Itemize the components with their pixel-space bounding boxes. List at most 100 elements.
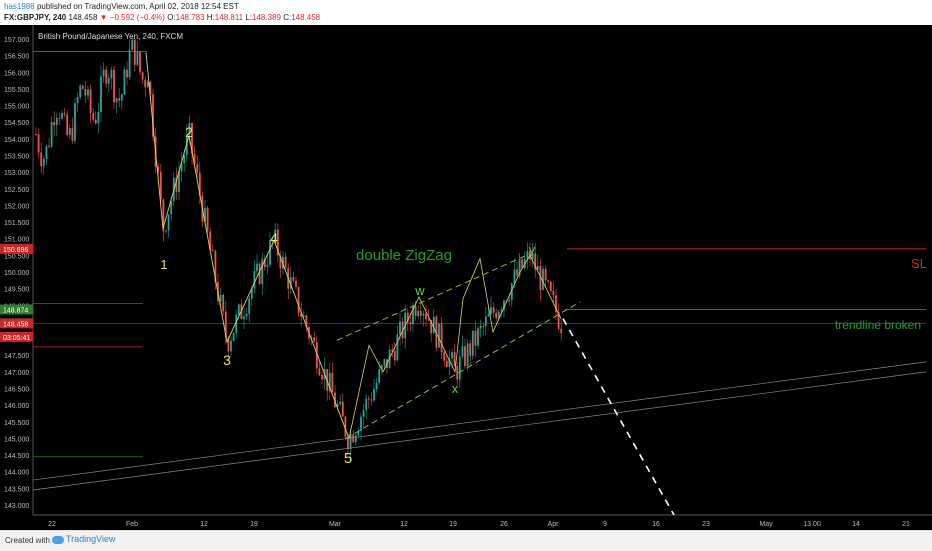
annotation-label: 3 [223, 352, 231, 368]
tradingview-brand[interactable]: TradingView [52, 534, 116, 544]
candle-body [144, 79, 147, 88]
symbol: FX:GBPJPY, 240 [4, 13, 67, 22]
candle-body [245, 313, 248, 317]
candle-body [141, 72, 144, 80]
candle-body [552, 291, 555, 296]
candle-body [513, 269, 516, 284]
candle-body [479, 325, 482, 329]
candle-body [490, 307, 492, 315]
x-tick-label: 19 [250, 521, 258, 528]
price-tag [0, 331, 33, 342]
candle-body [157, 166, 160, 172]
annotation-label: 4 [270, 230, 278, 246]
candle-body [198, 172, 201, 196]
candle-body [178, 171, 180, 193]
x-tick-label: 19 [449, 521, 457, 528]
candle-body [464, 346, 466, 367]
candle-body [443, 352, 446, 361]
candle-body [362, 410, 365, 417]
y-tick-label: 156.000 [4, 70, 29, 77]
candle-body [451, 352, 453, 359]
candle-body [165, 230, 167, 232]
candle-body [167, 214, 170, 231]
o-label: O: [167, 13, 176, 22]
candle-body [37, 134, 40, 153]
candle-body [263, 259, 266, 267]
candle-body [97, 111, 100, 124]
annotation-label: y [529, 242, 536, 257]
price-tag [0, 318, 33, 329]
candle-body [84, 89, 87, 96]
candle-body [206, 207, 209, 232]
candle-body [276, 229, 279, 256]
candle-body [542, 268, 544, 290]
annotation-label: 2 [185, 124, 193, 140]
candle-body [191, 123, 193, 154]
candle-body [131, 39, 134, 50]
candle-body [354, 435, 357, 443]
candle-body [547, 280, 550, 282]
candle-body [375, 382, 378, 390]
header: has1988 published on TradingView.com, Ap… [0, 0, 932, 25]
candle-body [334, 392, 336, 408]
candle-body [521, 259, 524, 268]
candle-body [453, 352, 456, 367]
h-label: H: [206, 13, 215, 22]
candle-body [50, 122, 53, 147]
candle-body [232, 332, 235, 341]
candle-body [222, 294, 225, 312]
y-tick-label: 151.000 [4, 237, 29, 244]
candle-body [284, 256, 287, 268]
username-link[interactable]: has1988 [4, 2, 35, 11]
x-tick-label: 13.00 [803, 521, 821, 528]
y-tick-label: 157.000 [4, 37, 29, 44]
candle-body [409, 322, 412, 325]
y-tick-label: 154.000 [4, 137, 29, 144]
candle-body [378, 369, 381, 383]
candle-body [89, 89, 92, 114]
candle-body [458, 356, 461, 380]
chart-svg[interactable]: 157.000 156.500 156.000 155.500 155.000 154.5… [0, 25, 932, 530]
candle-body [417, 310, 420, 317]
y-tick-label: 147.000 [4, 370, 29, 377]
candle-body [42, 158, 45, 167]
candle-body [466, 343, 469, 367]
channel-lower [345, 301, 581, 439]
candle-body [133, 39, 136, 65]
candle-body [94, 119, 97, 124]
candle-body [534, 253, 537, 270]
candle-body [149, 81, 152, 95]
y-tick-label: 147.500 [4, 353, 29, 360]
candle-body [549, 281, 552, 292]
candle-body [253, 271, 256, 289]
candle-body [360, 416, 362, 432]
chart-area[interactable]: 157.000 156.500 156.000 155.500 155.000 154.5… [0, 25, 932, 530]
candle-body [118, 98, 121, 101]
candle-body [175, 177, 178, 193]
tradingview-label: TradingView [66, 534, 116, 544]
price-tag [0, 243, 33, 254]
x-tick-label: May [759, 521, 773, 528]
y-tick-label: 146.500 [4, 387, 29, 394]
candle-body [126, 69, 128, 78]
candle-body [269, 240, 271, 265]
candle-body [261, 259, 264, 284]
trendline-long [32, 361, 927, 481]
annotation-label: x [452, 381, 459, 396]
candle-body [250, 288, 253, 299]
x-tick-label: 26 [500, 521, 508, 528]
candle-body [180, 163, 183, 172]
candle-body [380, 365, 383, 370]
candle-body [412, 306, 414, 325]
candle-body [432, 316, 435, 334]
candle-body [183, 155, 186, 164]
candle-body [271, 240, 274, 242]
candle-body [297, 286, 300, 314]
candle-body [430, 320, 433, 334]
candle-body [328, 372, 331, 391]
price-change: −0.592 (−0.4%) [109, 13, 165, 22]
footer: Created with TradingView [0, 530, 932, 551]
x-tick-label: Apr [548, 521, 560, 528]
candle-body [256, 263, 258, 272]
candle-body [224, 311, 227, 338]
